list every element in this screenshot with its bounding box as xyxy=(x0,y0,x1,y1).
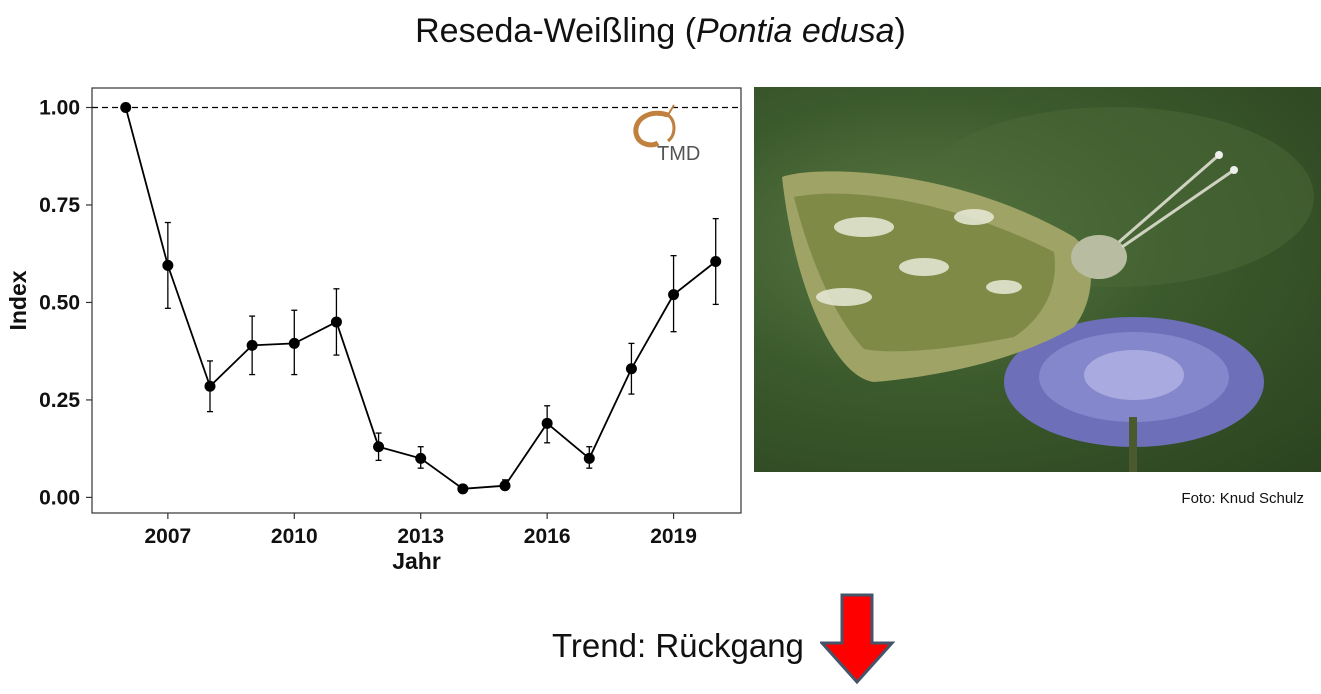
data-point xyxy=(541,417,553,429)
data-point xyxy=(288,337,300,349)
butterfly xyxy=(782,151,1238,382)
down-arrow-icon xyxy=(820,593,896,685)
flower xyxy=(1004,317,1264,472)
slide-title: Reseda-Weißling (Pontia edusa) xyxy=(0,12,1321,51)
x-tick-label: 2013 xyxy=(397,525,444,548)
x-tick-label: 2007 xyxy=(144,525,191,548)
title-species: Pontia edusa xyxy=(696,12,895,50)
data-point xyxy=(330,316,342,328)
butterfly-photo xyxy=(754,87,1321,472)
title-close: ) xyxy=(894,12,906,50)
butterfly-on-flower-image xyxy=(782,107,1314,472)
y-tick-label: 1.00 xyxy=(39,96,80,119)
down-arrow-shape xyxy=(820,593,896,685)
butterfly-logo-icon xyxy=(633,104,676,148)
data-point xyxy=(162,259,174,271)
x-axis-title: Jahr xyxy=(392,548,441,574)
data-point xyxy=(625,363,637,375)
trend-label: Trend: Rückgang xyxy=(552,627,804,664)
data-point xyxy=(583,452,595,464)
y-tick-label: 0.75 xyxy=(39,194,80,217)
tmd-logo: TMD xyxy=(633,104,700,165)
y-tick-label: 0.25 xyxy=(39,389,80,412)
data-point xyxy=(668,289,680,301)
y-tick-label: 0.50 xyxy=(39,291,80,314)
logo-text: TMD xyxy=(657,143,700,165)
data-point xyxy=(120,101,132,113)
data-point xyxy=(457,483,469,495)
x-tick-label: 2016 xyxy=(524,525,571,548)
data-point xyxy=(415,452,427,464)
data-point xyxy=(204,380,216,392)
x-tick-label: 2019 xyxy=(650,525,697,548)
title-main: Reseda-Weißling ( xyxy=(415,12,697,50)
data-point xyxy=(499,480,511,492)
plot-panel xyxy=(91,87,742,514)
chart-layer: 0.00 0.25 0.50 0.75 1.00 2007 2010 2013 2016 2019… xyxy=(5,87,742,574)
data-point xyxy=(710,256,722,268)
x-tick-label: 2010 xyxy=(271,525,318,548)
photo-credit: Foto: Knud Schulz xyxy=(1181,490,1304,507)
y-axis-title: Index xyxy=(5,270,31,330)
y-tick-label: 0.00 xyxy=(39,486,80,509)
data-point xyxy=(246,339,258,351)
data-point xyxy=(373,441,385,453)
index-chart: 0.00 0.25 0.50 0.75 1.00 2007 2010 2013 2016 2019… xyxy=(5,87,742,574)
